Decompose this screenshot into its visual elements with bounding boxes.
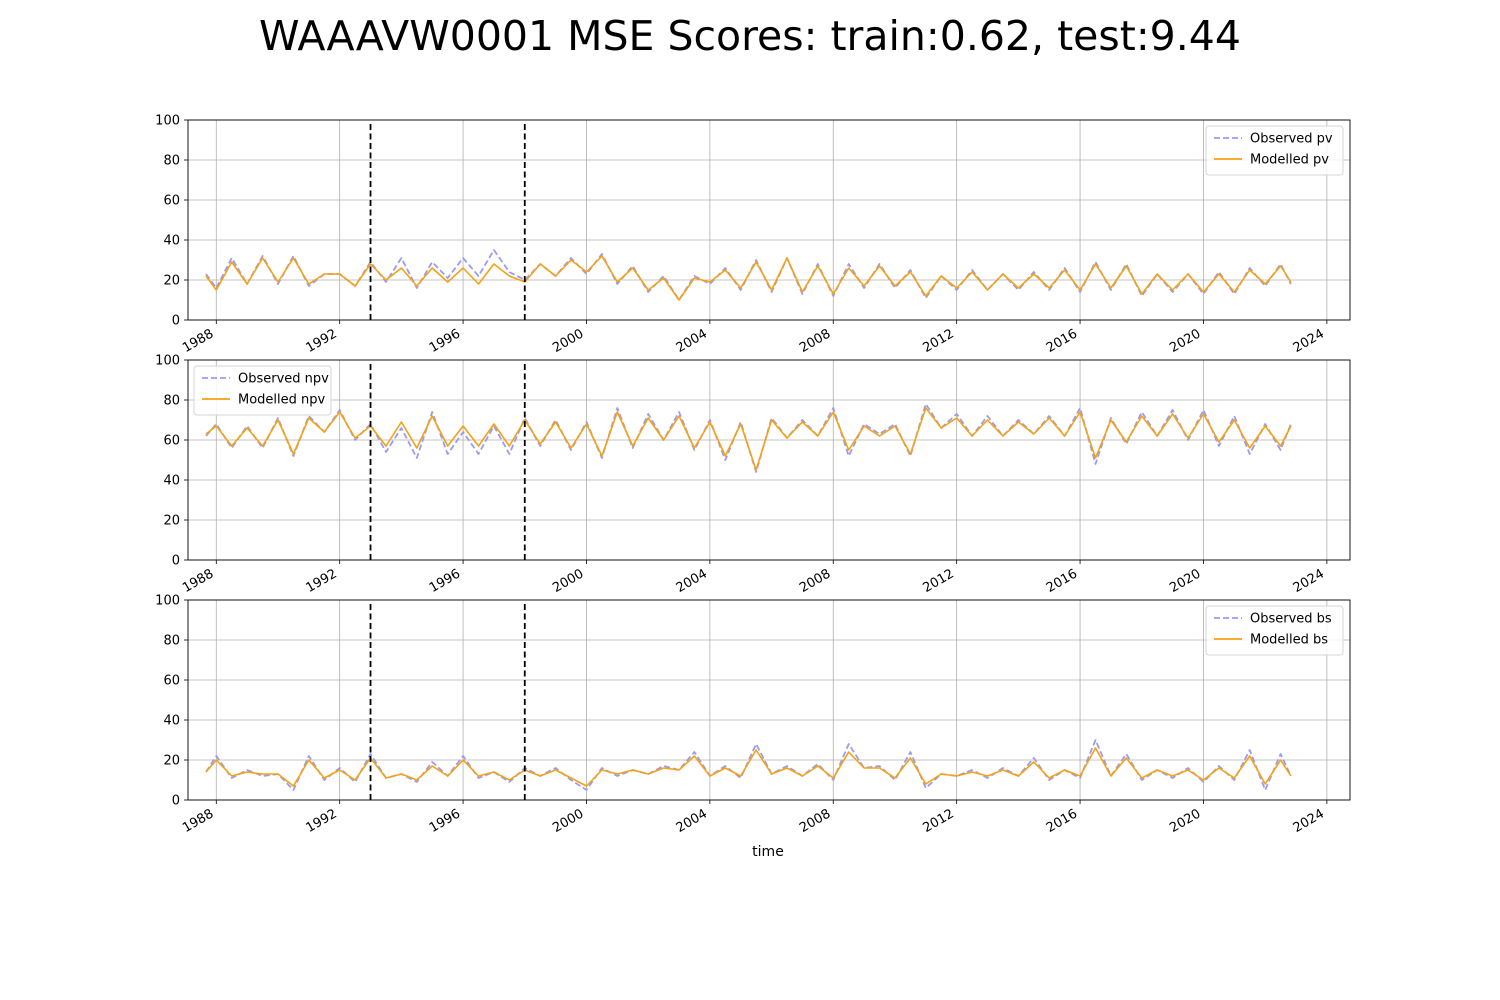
y-tick-label: 0 bbox=[172, 554, 180, 569]
legend-label: Modelled npv bbox=[238, 393, 326, 408]
x-tick-label: 1996 bbox=[427, 566, 463, 596]
x-tick-label: 2024 bbox=[1291, 326, 1327, 356]
x-tick-label: 2000 bbox=[550, 806, 586, 836]
y-tick-label: 20 bbox=[163, 754, 180, 769]
y-tick-label: 0 bbox=[172, 314, 180, 329]
x-tick-label: 2004 bbox=[674, 806, 710, 836]
modelled-series-line bbox=[205, 407, 1292, 471]
y-tick-label: 40 bbox=[163, 234, 180, 249]
legend-box bbox=[193, 365, 332, 416]
y-tick-label: 60 bbox=[163, 434, 180, 449]
subplot-npv: 1988 1992 1996 2000 2004 2008 2012 2016 2020 2024… bbox=[155, 354, 1351, 596]
legend-label: Observed pv bbox=[1250, 132, 1333, 147]
x-tick-label: 2024 bbox=[1291, 806, 1327, 836]
x-tick-label: 2016 bbox=[1044, 326, 1080, 356]
y-tick-label: 20 bbox=[163, 274, 180, 289]
x-tick-label: 2004 bbox=[674, 566, 710, 596]
y-tick-label: 80 bbox=[163, 394, 180, 409]
x-tick-label: 1996 bbox=[427, 806, 463, 836]
subplot-pv: 1988 1992 1996 2000 2004 2008 2012 2016 2020 2024… bbox=[155, 114, 1351, 356]
legend-box bbox=[1205, 125, 1344, 176]
y-tick-label: 40 bbox=[163, 714, 180, 729]
y-tick-label: 100 bbox=[155, 114, 180, 129]
modelled-series-line bbox=[205, 747, 1292, 787]
legend-box bbox=[1205, 605, 1344, 656]
axes-frame bbox=[187, 359, 1351, 561]
x-tick-label: 2020 bbox=[1167, 806, 1203, 836]
x-tick-label: 2000 bbox=[550, 326, 586, 356]
legend-label: Modelled bs bbox=[1250, 633, 1328, 648]
x-tick-label: 2004 bbox=[674, 326, 710, 356]
y-tick-label: 60 bbox=[163, 674, 180, 689]
x-axis-label: time bbox=[752, 844, 784, 860]
x-tick-label: 1988 bbox=[180, 806, 216, 836]
observed-series-line bbox=[205, 739, 1292, 791]
y-tick-label: 80 bbox=[163, 154, 180, 169]
axes-frame bbox=[187, 599, 1351, 801]
subplot-bs: 1988 1992 1996 2000 2004 2008 2012 2016 2020 2024… bbox=[155, 594, 1351, 836]
x-tick-label: 2012 bbox=[921, 806, 957, 836]
x-tick-label: 2016 bbox=[1044, 566, 1080, 596]
x-tick-label: 2016 bbox=[1044, 806, 1080, 836]
x-tick-label: 2020 bbox=[1167, 326, 1203, 356]
y-tick-label: 100 bbox=[155, 594, 180, 609]
x-tick-label: 1988 bbox=[180, 566, 216, 596]
axes-frame bbox=[187, 119, 1351, 321]
x-tick-label: 2008 bbox=[797, 806, 833, 836]
x-tick-label: 1988 bbox=[180, 326, 216, 356]
x-tick-label: 1992 bbox=[304, 326, 340, 356]
legend-label: Observed bs bbox=[1250, 612, 1332, 627]
y-tick-label: 80 bbox=[163, 634, 180, 649]
x-tick-label: 2024 bbox=[1291, 566, 1327, 596]
x-tick-label: 2020 bbox=[1167, 566, 1203, 596]
x-tick-label: 1992 bbox=[304, 566, 340, 596]
y-tick-label: 20 bbox=[163, 514, 180, 529]
y-tick-label: 0 bbox=[172, 794, 180, 809]
y-tick-label: 100 bbox=[155, 354, 180, 369]
x-tick-label: 1992 bbox=[304, 806, 340, 836]
x-tick-label: 2012 bbox=[921, 566, 957, 596]
figure-title: WAAAVW0001 MSE Scores: train:0.62, test:… bbox=[259, 12, 1241, 60]
x-tick-label: 2012 bbox=[921, 326, 957, 356]
x-tick-label: 2008 bbox=[797, 326, 833, 356]
x-tick-label: 2000 bbox=[550, 566, 586, 596]
x-tick-label: 1996 bbox=[427, 326, 463, 356]
y-tick-label: 60 bbox=[163, 194, 180, 209]
x-tick-label: 2008 bbox=[797, 566, 833, 596]
legend-label: Observed npv bbox=[238, 372, 329, 387]
y-tick-label: 40 bbox=[163, 474, 180, 489]
legend-label: Modelled pv bbox=[1250, 153, 1329, 168]
modelled-series-line bbox=[205, 255, 1292, 301]
